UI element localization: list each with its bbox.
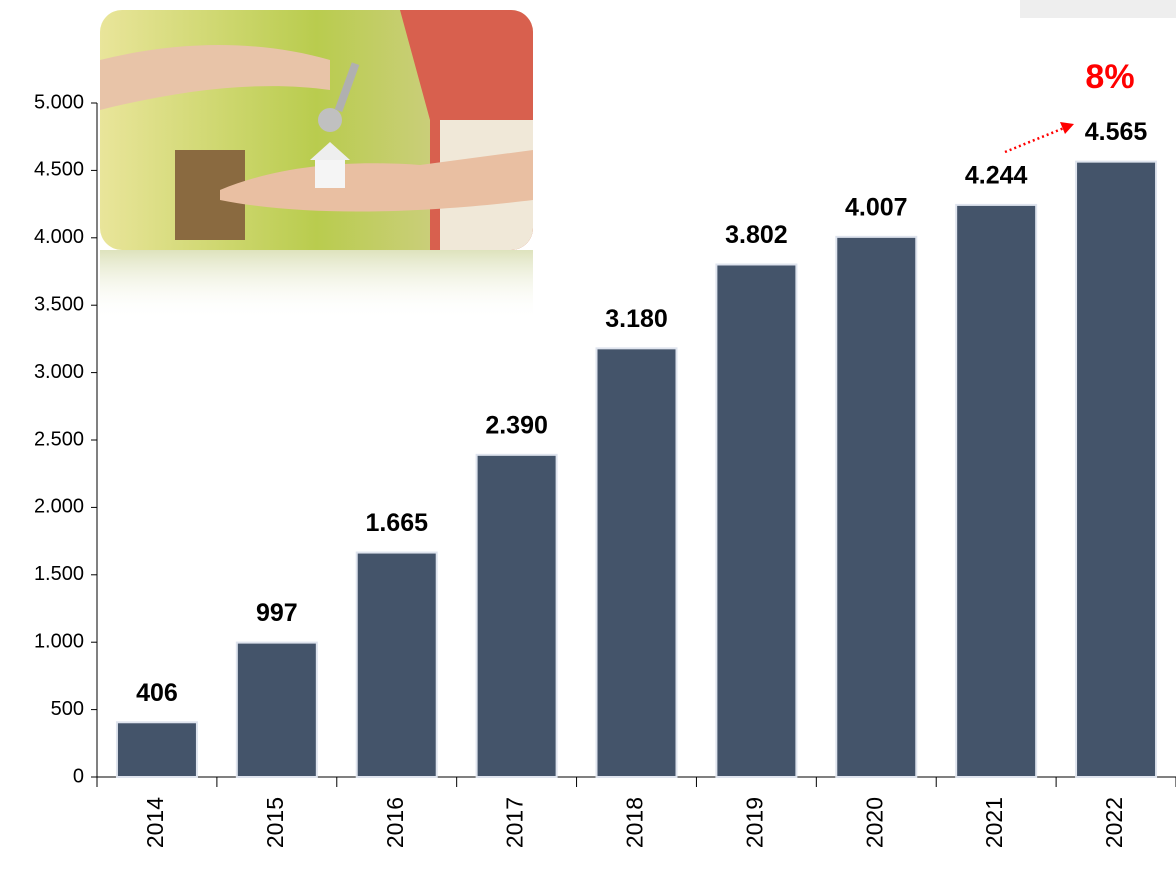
x-tick-label: 2017 <box>502 797 528 848</box>
corner-shape <box>1020 0 1176 18</box>
x-tick-label: 2021 <box>981 797 1007 848</box>
y-tick-label: 4.000 <box>34 226 84 248</box>
y-tick-label: 3.000 <box>34 361 84 383</box>
y-tick-label: 4.500 <box>34 159 84 181</box>
y-tick-label: 1.500 <box>34 563 84 585</box>
value-label: 2.390 <box>485 411 548 439</box>
bar <box>955 203 1038 778</box>
bar <box>115 721 198 778</box>
bar <box>235 641 318 778</box>
bar <box>475 453 558 778</box>
bar <box>1075 160 1158 778</box>
value-label: 3.180 <box>605 305 668 333</box>
y-tick-label: 0 <box>73 765 84 787</box>
bar <box>715 263 798 778</box>
y-tick-label: 2.000 <box>34 496 84 518</box>
bar <box>595 347 678 778</box>
x-tick-label: 2020 <box>861 797 887 848</box>
y-tick-label: 1.000 <box>34 630 84 652</box>
x-tick-label: 2015 <box>262 797 288 848</box>
y-tick-label: 5.000 <box>34 91 84 113</box>
value-label: 1.665 <box>365 509 428 537</box>
x-tick-label: 2018 <box>622 797 648 848</box>
photo <box>100 10 533 320</box>
y-tick-label: 3.500 <box>34 293 84 315</box>
y-tick-label: 2.500 <box>34 428 84 450</box>
bar <box>355 551 438 778</box>
value-label: 4.007 <box>845 193 908 221</box>
value-label: 3.802 <box>725 221 788 249</box>
value-label: 997 <box>256 599 298 627</box>
annotation: 8% <box>1085 58 1134 96</box>
y-tick-label: 500 <box>51 698 84 720</box>
annotation-arrow <box>1004 126 1065 154</box>
x-tick-label: 2019 <box>741 797 767 848</box>
value-label: 4.565 <box>1085 118 1148 146</box>
annotation-arrowhead <box>1060 122 1074 134</box>
x-tick-label: 2014 <box>142 797 168 848</box>
x-tick-label: 2022 <box>1101 797 1127 848</box>
x-tick-label: 2016 <box>382 797 408 848</box>
value-label: 406 <box>136 679 178 707</box>
bar <box>835 235 918 779</box>
value-label: 4.244 <box>965 162 1028 190</box>
